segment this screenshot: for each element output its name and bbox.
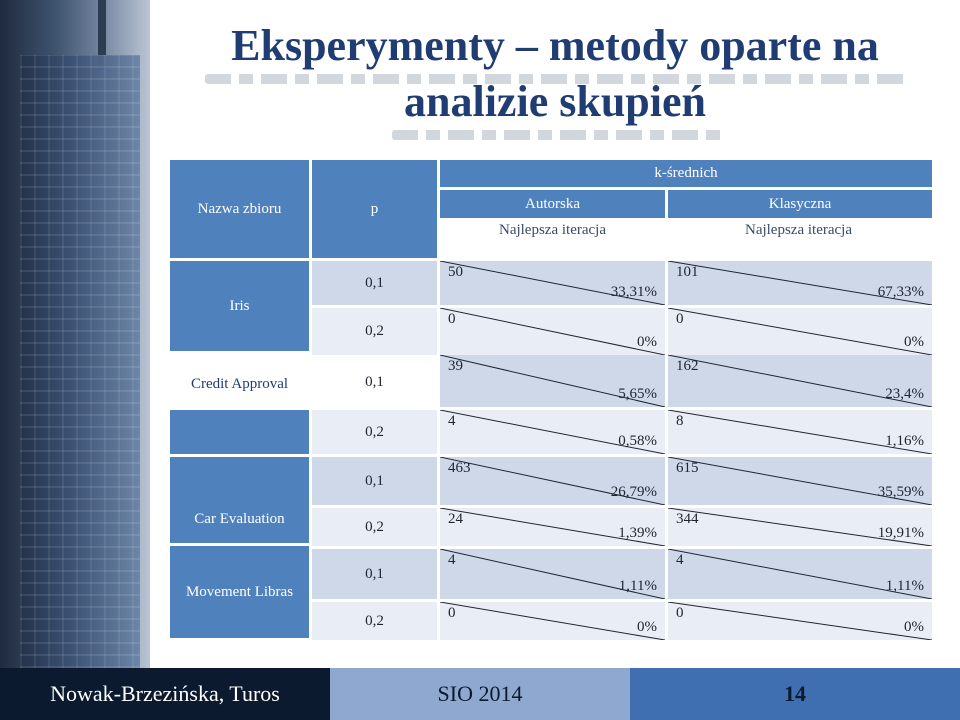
diagonal-divider [668,457,932,505]
best-iteration: 101 [676,264,699,280]
accuracy-percent: 67,33% [877,284,924,300]
office-tower [20,55,140,668]
accuracy-percent: 1,39% [618,525,657,541]
p-value: 0,2 [312,508,437,546]
accuracy-percent: 1,16% [885,433,924,449]
klasyczna-result: 0 0% [668,602,932,640]
accuracy-percent: 0% [637,619,657,635]
header-klasyczna: Klasyczna [668,190,932,218]
best-iteration: 39 [448,358,463,374]
autorska-result: 39 5,65% [440,355,665,407]
best-iteration: 0 [448,311,456,327]
autorska-result: 4 0,58% [440,410,665,454]
accuracy-percent: 0% [904,334,924,350]
diagonal-divider [440,602,665,640]
footer-authors: Nowak-Brzezińska, Turos [0,668,330,720]
accuracy-percent: 23,4% [885,386,924,402]
best-iteration: 0 [676,311,684,327]
p-value: 0,2 [312,410,437,454]
p-value: 0,2 [312,308,437,355]
accuracy-percent: 33,31% [610,284,657,300]
header-p: p [312,160,437,258]
p-value: 0,1 [312,261,437,305]
best-iteration: 0 [448,605,456,621]
title-reflection [205,74,905,84]
diagonal-divider [668,308,932,355]
best-iteration: 344 [676,511,699,527]
autorska-result: 0 0% [440,308,665,355]
best-iteration: 4 [448,552,456,568]
header-autorska: Autorska [440,190,665,218]
antenna-mast [98,0,106,70]
autorska-result: 463 26,79% [440,457,665,505]
best-iteration: 4 [448,413,456,429]
accuracy-percent: 0,58% [618,433,657,449]
diagonal-divider [668,508,932,546]
best-iteration: 8 [676,413,684,429]
header-best-iteration-klasyczna: Najlepsza iteracja [736,221,861,258]
accuracy-percent: 35,59% [877,484,924,500]
best-iteration: 615 [676,460,699,476]
footer-page-number: 14 [630,668,960,720]
accuracy-percent: 0% [904,619,924,635]
slide-title-line-2: analizie skupień [404,77,706,126]
best-iteration: 463 [448,460,471,476]
diagonal-divider [668,549,932,599]
diagonal-divider [440,549,665,599]
header-best-iteration-autorska: Najlepsza iteracja [490,221,615,258]
klasyczna-result: 162 23,4% [668,355,932,407]
accuracy-percent: 26,79% [610,484,657,500]
best-iteration: 24 [448,511,463,527]
building-photo [0,0,160,668]
klasyczna-result: 0 0% [668,308,932,355]
best-iteration: 0 [676,605,684,621]
autorska-result: 24 1,39% [440,508,665,546]
p-value: 0,1 [312,457,437,505]
accuracy-percent: 1,11% [885,578,924,594]
accuracy-percent: 5,65% [618,386,657,402]
diagonal-divider [668,355,932,407]
slide-title: Eksperymenty – metody oparte na analizie… [165,18,945,130]
autorska-result: 0 0% [440,602,665,640]
diagonal-divider [668,261,932,305]
diagonal-divider [440,261,665,305]
diagonal-divider [440,457,665,505]
klasyczna-result: 4 1,11% [668,549,932,599]
diagonal-divider [440,410,665,454]
p-value: 0,2 [312,602,437,640]
diagonal-divider [440,308,665,355]
autorska-result: 50 33,31% [440,261,665,305]
dataset-label: Credit Approval [170,358,309,410]
slide-title-line-1: Eksperymenty – metody oparte na [231,21,879,70]
accuracy-percent: 19,91% [877,525,924,541]
p-value: 0,1 [312,549,437,599]
dataset-label: Car Evaluation [170,457,309,543]
dataset-label: Movement Libras [170,546,309,638]
diagonal-divider [440,508,665,546]
footer-conference: SIO 2014 [330,668,630,720]
best-iteration: 4 [676,552,684,568]
slide-footer: Nowak-Brzezińska, Turos SIO 2014 14 [0,668,960,720]
klasyczna-result: 615 35,59% [668,457,932,505]
diagonal-divider [440,355,665,407]
diagonal-divider [668,410,932,454]
header-dataset: Nazwa zbioru [170,160,309,258]
accuracy-percent: 1,11% [618,578,657,594]
dataset-label-empty [170,410,309,454]
autorska-result: 4 1,11% [440,549,665,599]
klasyczna-result: 8 1,16% [668,410,932,454]
p-value: 0,1 [312,358,437,407]
accuracy-percent: 0% [637,334,657,350]
dataset-label: Iris [170,261,309,351]
klasyczna-result: 344 19,91% [668,508,932,546]
best-iteration: 50 [448,264,463,280]
title-reflection [392,130,722,140]
diagonal-divider [668,602,932,640]
best-iteration: 162 [676,358,699,374]
header-k-means: k-średnich [440,160,932,187]
klasyczna-result: 101 67,33% [668,261,932,305]
